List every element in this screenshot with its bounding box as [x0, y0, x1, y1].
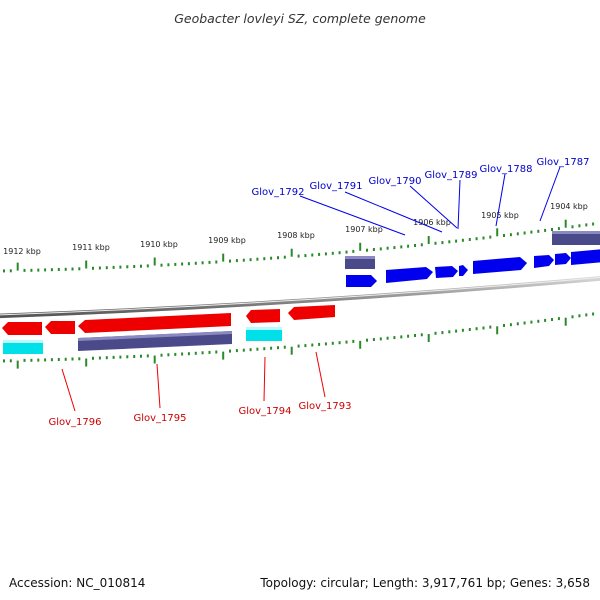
kbp-label-1905: 1905 kbp	[481, 211, 519, 220]
gene-arrow-glov-1787c[interactable]	[571, 249, 600, 265]
kbp-label-1912: 1912 kbp	[3, 247, 41, 256]
gene-arrow-glov-1796a[interactable]	[2, 322, 42, 335]
gene-label-glov-1791[interactable]: Glov_1791	[309, 181, 362, 192]
gene-arrow-glov-1790[interactable]	[386, 267, 433, 283]
leader-line-glov-1794	[263, 356, 266, 402]
rna-feature-1787-shade	[552, 231, 600, 234]
gene-arrow-glov-1787a[interactable]	[534, 255, 554, 268]
gene-arrow-glov-1794[interactable]	[246, 309, 280, 323]
gene-arrow-glov-1789a[interactable]	[435, 266, 458, 278]
leader-line-glov-1792	[299, 195, 406, 236]
leader-line-glov-1788	[495, 173, 506, 227]
kbp-label-1906: 1906 kbp	[413, 218, 451, 227]
gene-arrow-glov-1795[interactable]	[78, 313, 231, 333]
rna-feature-1792-shade	[345, 256, 375, 259]
genome-backbone	[0, 276, 600, 319]
cyan-feature-1796-shade	[3, 340, 43, 343]
leader-line-glov-1790	[409, 185, 458, 229]
gene-arrow-glov-1791[interactable]	[346, 275, 377, 287]
gene-label-glov-1796[interactable]: Glov_1796	[48, 417, 101, 428]
cyan-feature-1796[interactable]	[3, 340, 43, 354]
leader-line-glov-1796	[61, 368, 76, 412]
leader-line-glov-1793	[315, 351, 326, 398]
gene-label-glov-1790[interactable]: Glov_1790	[368, 176, 421, 187]
topology-text: Topology: circular; Length: 3,917,761 bp…	[259, 576, 590, 590]
gene-arrow-glov-1793[interactable]	[288, 305, 335, 320]
accession-text: Accession: NC_010814	[9, 576, 145, 590]
gene-arrow-glov-1787b[interactable]	[555, 253, 571, 265]
kbp-label-1908: 1908 kbp	[277, 231, 315, 240]
rna-feature-1795-shade	[78, 331, 232, 341]
gene-arrow-glov-1789b[interactable]	[459, 265, 468, 276]
genome-title: Geobacter lovleyi SZ, complete genome	[174, 11, 426, 26]
minus-gene-labels: Glov_1796 Glov_1795 Glov_1794 Glov_1793	[48, 351, 352, 428]
kbp-label-1911: 1911 kbp	[72, 243, 110, 252]
leader-line-glov-1787	[539, 166, 561, 222]
rna-feature-1795[interactable]	[78, 331, 232, 351]
gene-label-glov-1794[interactable]: Glov_1794	[238, 406, 291, 417]
minus-strand-features	[2, 305, 335, 354]
rna-feature-1792[interactable]	[345, 256, 375, 269]
plus-strand-features	[345, 231, 600, 287]
genome-backbone-highlight	[0, 276, 600, 316]
cyan-feature-1794-shade	[246, 327, 282, 330]
cyan-feature-1794[interactable]	[246, 327, 282, 341]
leader-line-glov-1791	[344, 191, 443, 233]
gene-label-glov-1787[interactable]: Glov_1787	[536, 157, 589, 168]
rna-feature-1787[interactable]	[552, 231, 600, 245]
gene-label-glov-1795[interactable]: Glov_1795	[133, 413, 186, 424]
kbp-label-1910: 1910 kbp	[140, 240, 178, 249]
gene-label-glov-1789[interactable]: Glov_1789	[424, 170, 477, 181]
gene-arrow-glov-1788[interactable]	[473, 257, 527, 274]
kbp-labels: 1912 kbp 1911 kbp 1910 kbp 1909 kbp 1908…	[3, 202, 588, 256]
kbp-label-1904: 1904 kbp	[550, 202, 588, 211]
leader-line-glov-1789	[457, 179, 461, 230]
kbp-label-1907: 1907 kbp	[345, 225, 383, 234]
gene-label-glov-1792[interactable]: Glov_1792	[251, 187, 304, 198]
gene-arrow-glov-1796b[interactable]	[45, 321, 75, 334]
plus-gene-labels: Glov_1792 Glov_1791 Glov_1790 Glov_1789 …	[251, 157, 590, 236]
leader-line-glov-1795	[156, 363, 161, 409]
gene-label-glov-1788[interactable]: Glov_1788	[479, 164, 532, 175]
lower-ruler	[3, 312, 595, 369]
gene-label-glov-1793[interactable]: Glov_1793	[298, 401, 351, 412]
kbp-label-1909: 1909 kbp	[208, 236, 246, 245]
upper-ruler	[3, 219, 595, 273]
